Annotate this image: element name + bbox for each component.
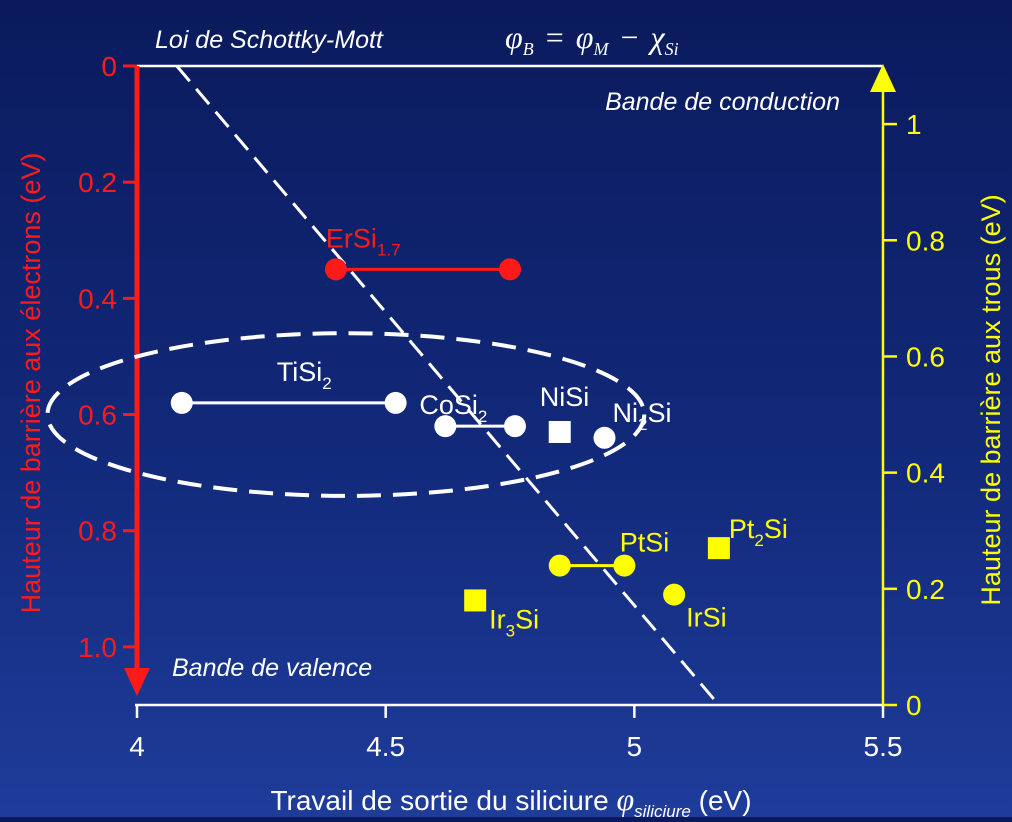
marker-ersi1-7-max bbox=[499, 258, 521, 281]
label-ersi: ErSi1.7 bbox=[326, 223, 401, 259]
label-ptsi: PtSi bbox=[620, 528, 670, 558]
label-irsi: IrSi bbox=[686, 603, 727, 633]
label-nisi: NiSi bbox=[540, 382, 590, 412]
silicide-group-ellipse bbox=[45, 331, 647, 498]
formula-sub-b: B bbox=[523, 39, 534, 59]
valence-band-label: Bande de valence bbox=[172, 654, 372, 682]
formula-minus: − bbox=[620, 19, 638, 55]
formula-sub-m: M bbox=[592, 39, 609, 59]
chart-title: Loi de Schottky-Mott bbox=[155, 26, 384, 54]
axis-ticks bbox=[123, 64, 897, 718]
right-axis-arrow bbox=[870, 64, 896, 92]
right-tick-label: 0.2 bbox=[906, 574, 945, 605]
data-marks bbox=[170, 258, 730, 612]
label-ir3si: Ir3Si bbox=[489, 604, 539, 640]
marker-ni2si bbox=[593, 426, 616, 449]
formula-equals: = bbox=[546, 19, 564, 55]
left-axis-arrow bbox=[124, 668, 150, 696]
right-tick-label: 1 bbox=[906, 109, 922, 140]
marker-tisi2-min bbox=[170, 391, 193, 414]
marker-ir3si bbox=[464, 589, 487, 612]
x-axis-label: Travail de sortie du siliciure φsiliciur… bbox=[270, 781, 751, 817]
marker-cosi2-max bbox=[503, 415, 526, 438]
marker-ersi1-7-min bbox=[324, 258, 347, 281]
right-tick-label: 0.6 bbox=[906, 341, 945, 372]
axis-tick-labels: 4 4.5 5 5.500.20.40.60.81.000.20.40.60.81 bbox=[78, 51, 945, 762]
x-tick-label: 4 bbox=[129, 731, 145, 762]
schottky-mott-line bbox=[175, 65, 721, 706]
x-tick-label: 4.5 bbox=[366, 731, 405, 762]
x-axis-label-unit: (eV) bbox=[691, 785, 752, 816]
x-axis-label-main: Travail de sortie du siliciure bbox=[270, 785, 616, 816]
marker-irsi bbox=[663, 583, 686, 606]
label-ni2si: Ni2Si bbox=[612, 398, 671, 434]
x-tick-label: 5 bbox=[627, 731, 643, 762]
marker-pt2si bbox=[707, 537, 730, 560]
left-tick-label: 0 bbox=[101, 51, 117, 82]
left-tick-label: 0.8 bbox=[78, 516, 117, 547]
formula-phi-b: φ bbox=[505, 19, 523, 55]
formula-chi: χ bbox=[648, 19, 666, 55]
schottky-formula: φB = φM − χSi bbox=[505, 19, 679, 59]
left-tick-label: 0.2 bbox=[78, 167, 117, 198]
left-axis-label: Hauteur de barrière aux électrons (eV) bbox=[16, 153, 46, 614]
right-tick-label: 0.4 bbox=[906, 458, 945, 489]
right-tick-label: 0 bbox=[906, 690, 922, 721]
left-tick-label: 0.6 bbox=[78, 400, 117, 431]
left-tick-label: 0.4 bbox=[78, 283, 117, 314]
marker-nisi bbox=[548, 420, 571, 443]
left-tick-label: 1.0 bbox=[78, 632, 117, 663]
right-axis-label: Hauteur de barrière aux trous (eV) bbox=[976, 194, 1006, 605]
conduction-band-label: Bande de conduction bbox=[605, 88, 840, 116]
label-cosi2: CoSi2 bbox=[419, 390, 487, 426]
right-tick-label: 0.8 bbox=[906, 225, 945, 256]
formula-phi-m: φ bbox=[576, 19, 594, 55]
x-axis-label-phi: φ bbox=[616, 781, 634, 817]
x-axis-label-sub: siliciure bbox=[634, 802, 691, 817]
label-pt2si: Pt2Si bbox=[729, 514, 788, 550]
label-tisi2: TiSi2 bbox=[277, 357, 332, 393]
marker-cosi2-min bbox=[434, 415, 457, 438]
x-tick-label: 5.5 bbox=[864, 731, 903, 762]
marker-ptsi-max bbox=[613, 554, 636, 577]
marker-tisi2-max bbox=[384, 391, 407, 414]
formula-sub-si: Si bbox=[665, 39, 679, 59]
marker-ptsi-min bbox=[548, 554, 571, 577]
